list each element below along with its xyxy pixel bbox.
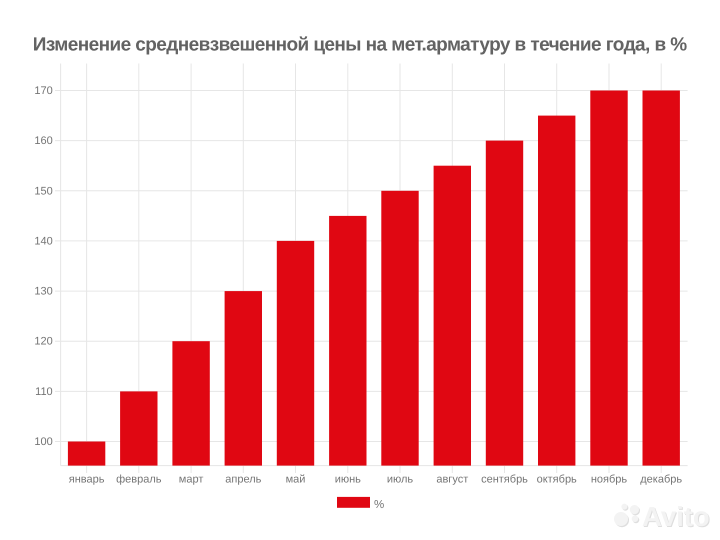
svg-text:июль: июль	[387, 474, 414, 486]
svg-text:ноябрь: ноябрь	[591, 474, 628, 486]
svg-text:150: 150	[34, 185, 52, 197]
svg-text:январь: январь	[69, 474, 105, 486]
svg-text:декабрь: декабрь	[640, 474, 682, 486]
svg-text:апрель: апрель	[225, 474, 261, 486]
svg-text:октябрь: октябрь	[537, 474, 577, 486]
svg-text:140: 140	[34, 235, 52, 247]
svg-text:170: 170	[34, 85, 52, 97]
svg-text:сентябрь: сентябрь	[481, 474, 528, 486]
svg-text:120: 120	[34, 336, 52, 348]
svg-text:Изменение средневзвешенной цен: Изменение средневзвешенной цены на мет.а…	[33, 34, 687, 55]
svg-text:Avito: Avito	[642, 501, 710, 532]
svg-text:май: май	[286, 474, 306, 486]
svg-text:110: 110	[35, 386, 53, 398]
svg-text:август: август	[436, 474, 468, 486]
svg-text:февраль: февраль	[116, 474, 162, 486]
svg-text:Avito: Avito	[643, 502, 711, 533]
svg-text:март: март	[179, 474, 204, 486]
svg-text:130: 130	[34, 286, 52, 298]
svg-text:100: 100	[34, 436, 52, 448]
svg-text:160: 160	[34, 135, 52, 147]
svg-text:июнь: июнь	[335, 474, 361, 486]
svg-text:%: %	[374, 499, 384, 511]
